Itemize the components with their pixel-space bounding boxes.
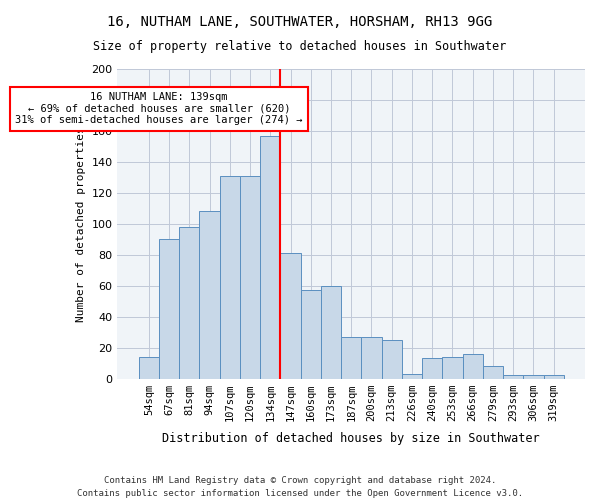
Bar [220,176,240,378]
Bar [544,376,564,378]
Bar [139,357,159,378]
Bar [361,336,382,378]
Bar [280,253,301,378]
Bar [422,358,442,378]
Bar [483,366,503,378]
Bar [341,336,361,378]
Bar [301,290,321,378]
Bar [321,286,341,378]
Bar [503,376,523,378]
Bar [382,340,402,378]
Y-axis label: Number of detached properties: Number of detached properties [76,126,86,322]
Text: 16, NUTHAM LANE, SOUTHWATER, HORSHAM, RH13 9GG: 16, NUTHAM LANE, SOUTHWATER, HORSHAM, RH… [107,15,493,29]
Text: Contains public sector information licensed under the Open Government Licence v3: Contains public sector information licen… [77,488,523,498]
X-axis label: Distribution of detached houses by size in Southwater: Distribution of detached houses by size … [163,432,540,445]
Text: Size of property relative to detached houses in Southwater: Size of property relative to detached ho… [94,40,506,53]
Bar [442,357,463,378]
Bar [199,212,220,378]
Bar [240,176,260,378]
Bar [402,374,422,378]
Bar [260,136,280,378]
Bar [159,239,179,378]
Text: 16 NUTHAM LANE: 139sqm
← 69% of detached houses are smaller (620)
31% of semi-de: 16 NUTHAM LANE: 139sqm ← 69% of detached… [15,92,303,126]
Text: Contains HM Land Registry data © Crown copyright and database right 2024.: Contains HM Land Registry data © Crown c… [104,476,496,485]
Bar [463,354,483,378]
Bar [179,227,199,378]
Bar [523,376,544,378]
